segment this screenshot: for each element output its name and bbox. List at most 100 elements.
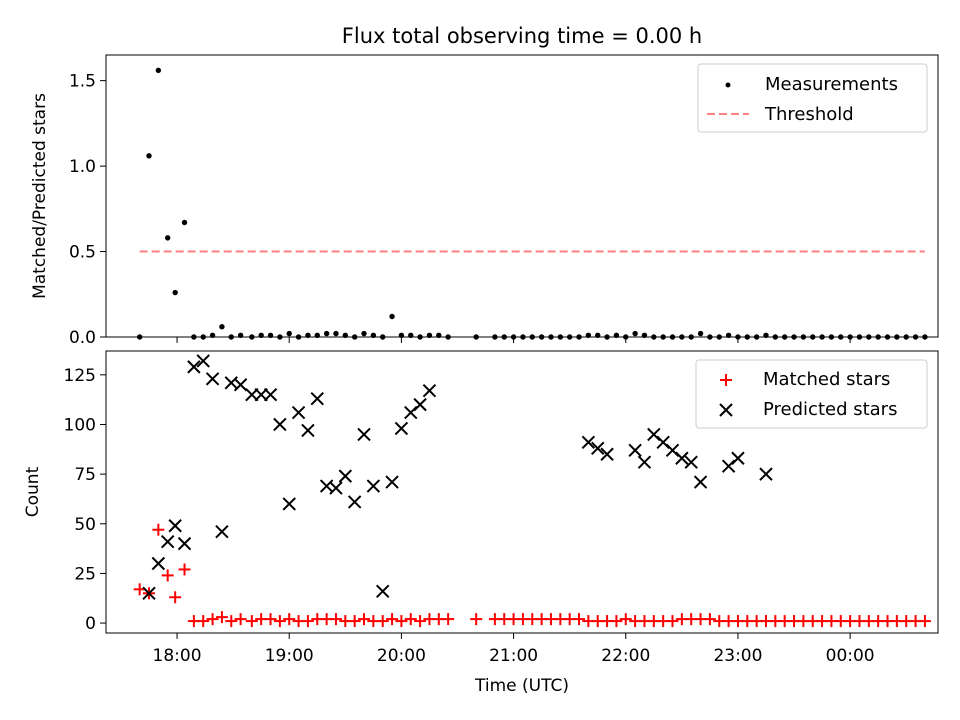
x-tick-label: 19:00 (265, 646, 314, 666)
x-tick-label: 00:00 (826, 646, 875, 666)
predicted-star-point (263, 387, 278, 402)
matched-star-point (329, 613, 342, 626)
measurement-point (436, 332, 442, 338)
top-y-axis-label: Matched/Predicted stars (30, 93, 50, 299)
predicted-star-point (347, 495, 362, 509)
measurement-point (623, 334, 629, 340)
predicted-star-point (684, 455, 698, 469)
measurement-point (249, 334, 255, 340)
measurement-point (314, 332, 320, 338)
legend-threshold-label: Threshold (764, 104, 854, 125)
y-tick-label: 50 (74, 515, 96, 535)
measurement-point (744, 334, 750, 340)
measurement-point (753, 334, 760, 340)
matched-star-point (215, 611, 228, 624)
measurement-point (538, 334, 545, 340)
matched-star-point (234, 613, 247, 626)
matched-star-point (264, 613, 277, 626)
predicted-star-point (357, 427, 371, 442)
legend-predicted-label: Predicted stars (763, 399, 897, 420)
measurement-point (380, 334, 386, 340)
top-data-marks (136, 67, 928, 340)
predicted-star-point (600, 447, 614, 461)
measurement-point (772, 334, 779, 340)
measurement-point (716, 334, 722, 340)
measurement-point (800, 334, 807, 340)
bottom-y-axis: 0 25 50 75 100 125 (64, 366, 106, 634)
predicted-star-point (637, 455, 652, 469)
measurement-point (473, 334, 479, 340)
measurement-point (894, 334, 900, 340)
matched-star-point (178, 563, 191, 576)
matched-star-point (470, 613, 483, 626)
predicted-star-point (376, 584, 390, 599)
x-tick-label: 22:00 (601, 646, 650, 666)
measurement-point (417, 334, 423, 340)
matched-star-point (395, 615, 408, 628)
top-panel: 0.0 0.5 1.0 1.5 Matched/Predicted stars Mea… (30, 54, 939, 348)
x-tick-label: 20:00 (377, 646, 426, 666)
measurement-point (342, 332, 349, 338)
measurement-point (725, 332, 732, 338)
measurement-point (875, 334, 881, 340)
measurement-point (810, 334, 816, 340)
measurement-point (529, 334, 535, 340)
bottom-plot-frame (105, 350, 939, 634)
bottom-legend: Matched stars Predicted stars (695, 359, 928, 429)
matched-star-point (161, 569, 174, 582)
measurement-point (492, 334, 498, 340)
predicted-star-point (581, 435, 596, 450)
measurement-point (520, 334, 526, 340)
predicted-star-point (394, 421, 409, 436)
measurement-point (501, 334, 507, 340)
measurement-point (595, 332, 601, 338)
chart-title: Flux total observing time = 0.00 h (342, 24, 702, 48)
matched-star-point (442, 613, 455, 626)
measurement-point (912, 334, 919, 340)
measurement-point (351, 334, 358, 340)
x-tick-label: 18:00 (153, 646, 202, 666)
predicted-star-point (282, 497, 296, 511)
measurement-point (866, 334, 872, 340)
legend-predicted-marker (719, 403, 733, 417)
legend-matched-marker (720, 374, 732, 386)
matched-star-point (610, 615, 623, 628)
measurement-point (181, 219, 188, 226)
matched-star-point (301, 615, 314, 628)
measurement-point (651, 334, 657, 340)
y-tick-label: 125 (64, 366, 96, 386)
matched-star-point (283, 613, 296, 626)
measurement-point (585, 332, 592, 338)
measurement-point (295, 334, 302, 340)
y-tick-label: 75 (74, 465, 96, 485)
matched-star-point (348, 615, 361, 628)
measurement-point (237, 332, 244, 338)
measurement-point (847, 334, 853, 340)
predicted-star-point (205, 372, 220, 386)
predicted-star-point (628, 443, 642, 458)
y-tick-label: 1.5 (69, 72, 96, 92)
measurement-point (209, 332, 216, 338)
matched-star-point (703, 613, 716, 626)
predicted-star-point (215, 525, 229, 539)
measurement-point (389, 313, 395, 320)
measurement-point (856, 334, 863, 340)
predicted-star-point (233, 378, 248, 392)
measurement-point (267, 332, 274, 338)
measurement-point (361, 330, 367, 337)
measurement-point (613, 332, 620, 338)
measurement-point (219, 324, 225, 330)
measurement-point (155, 67, 162, 74)
predicted-star-point (187, 360, 201, 374)
predicted-star-point (591, 441, 605, 456)
matched-star-point (152, 523, 165, 536)
matched-star-point (619, 613, 632, 626)
matched-star-point (206, 613, 219, 626)
measurement-point (548, 334, 554, 340)
measurement-point (370, 332, 377, 338)
predicted-star-point (731, 451, 745, 465)
measurement-point (258, 332, 264, 338)
measurement-point (305, 332, 311, 338)
y-tick-label: 0.0 (69, 328, 96, 348)
